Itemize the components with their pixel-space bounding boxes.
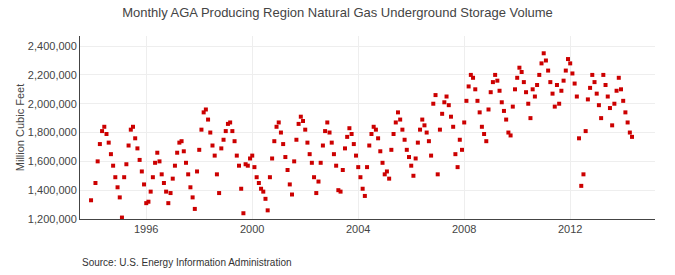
svg-text:1996: 1996 (134, 223, 158, 235)
svg-text:2012: 2012 (558, 223, 582, 235)
svg-text:2004: 2004 (346, 223, 370, 235)
svg-text:1,800,000: 1,800,000 (28, 126, 77, 138)
svg-text:2000: 2000 (240, 223, 264, 235)
svg-text:1,600,000: 1,600,000 (28, 155, 77, 167)
svg-text:1,400,000: 1,400,000 (28, 184, 77, 196)
svg-text:1,200,000: 1,200,000 (28, 213, 77, 225)
svg-text:Monthly AGA Producing Region N: Monthly AGA Producing Region Natural Gas… (122, 5, 553, 20)
svg-text:2,200,000: 2,200,000 (28, 69, 77, 81)
svg-text:2,000,000: 2,000,000 (28, 98, 77, 110)
svg-text:2008: 2008 (452, 223, 476, 235)
svg-text:Source: U.S. Energy Informatio: Source: U.S. Energy Information Administ… (82, 257, 292, 268)
svg-text:Million Cubic Feet: Million Cubic Feet (14, 84, 26, 171)
svg-text:2,400,000: 2,400,000 (28, 40, 77, 52)
